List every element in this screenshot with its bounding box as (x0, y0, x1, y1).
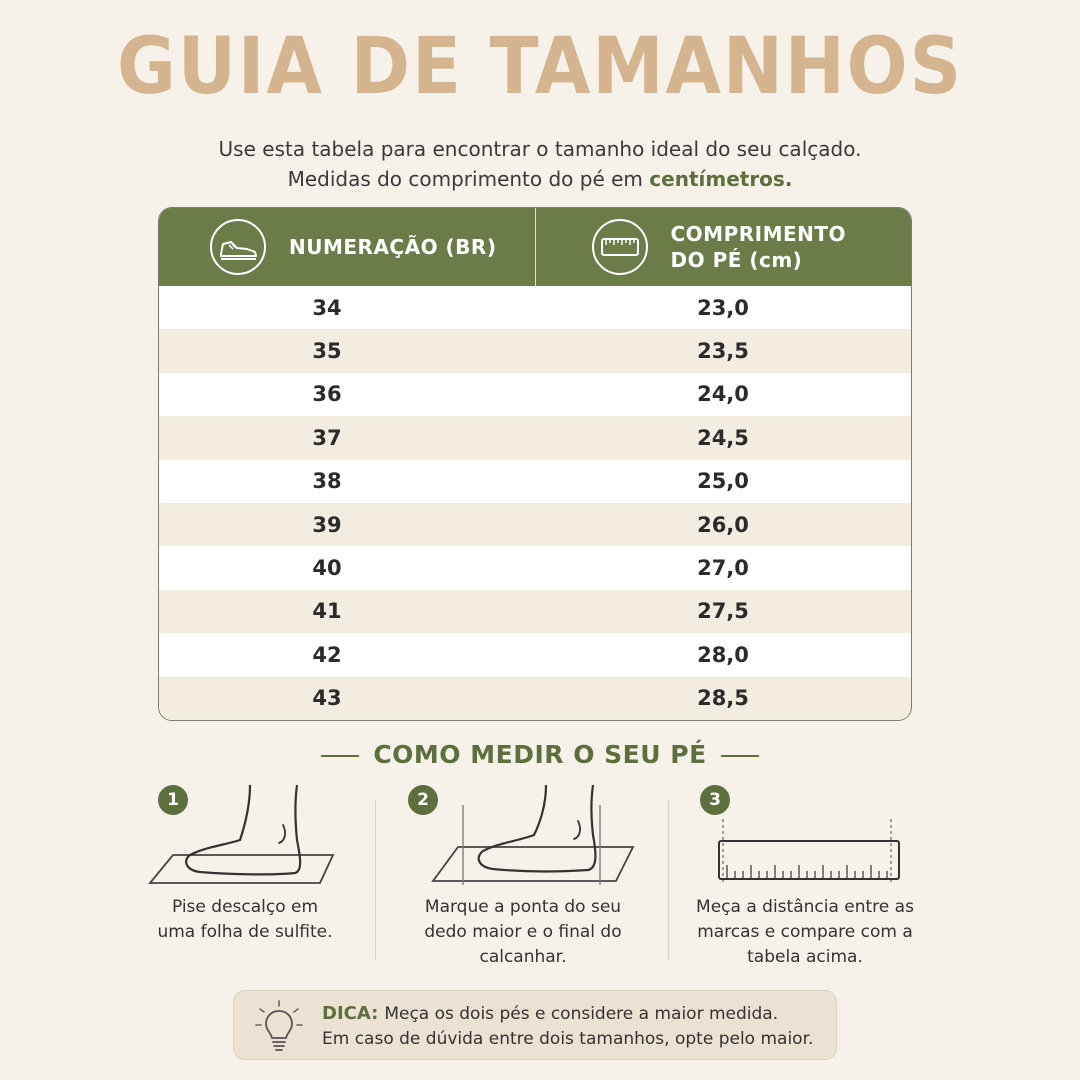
step-number-badge: 1 (158, 785, 188, 815)
page-title: GUIA DE TAMANHOS (116, 22, 964, 112)
table-row: 36 24,0 (159, 372, 911, 417)
step-caption-line1: Marque a ponta do seu (424, 897, 622, 917)
step-number-badge: 3 (700, 785, 730, 815)
table-row: 34 23,0 (159, 286, 911, 330)
size-cell: 37 (312, 425, 342, 450)
step-caption-line2: dedo maior e o final do (424, 922, 622, 942)
title-dash-right (720, 755, 759, 757)
tip-box: DICA: Meça os dois pés e considere a maio… (233, 990, 837, 1060)
step-caption: Meça a distância entre as marcas e compa… (660, 895, 950, 970)
step-caption-line2: uma folha de sulfite. (157, 922, 333, 942)
page-subtitle: Use esta tabela para encontrar o tamanho… (0, 134, 1080, 194)
step-caption-line3: tabela acima. (747, 947, 863, 967)
how-to-title: COMO MEDIR O SEU PÉ (0, 740, 1080, 769)
size-cell: 36 (312, 382, 342, 407)
lightbulb-icon (255, 1000, 303, 1051)
step-separator (375, 800, 376, 960)
length-cell: 23,5 (697, 339, 749, 364)
step-3: 3 Meça a distância entre as marcas e com… (660, 785, 950, 985)
ruler-icon (718, 819, 900, 885)
table-row: 41 27,5 (159, 589, 911, 634)
length-cell: 28,5 (697, 686, 749, 711)
header-size-label: NUMERAÇÃO (BR) (289, 235, 497, 259)
size-table: NUMERAÇÃO (BR) COMPRIMENTO DO PÉ (cm) 34… (158, 207, 912, 721)
tip-label: DICA: (322, 1003, 379, 1024)
table-row: 39 26,0 (159, 502, 911, 547)
step-caption-line1: Meça a distância entre as (696, 897, 914, 917)
size-cell: 39 (312, 512, 342, 537)
table-row: 38 25,0 (159, 459, 911, 503)
step-separator (668, 800, 669, 960)
how-to-title-text: COMO MEDIR O SEU PÉ (373, 740, 707, 769)
length-cell: 25,0 (697, 469, 749, 494)
step-1: 1 Pise descalço em uma folha de sulfite. (100, 785, 390, 985)
size-table-body: 34 23,0 35 23,5 36 24,0 37 24,5 38 25,0 39 26,… (159, 286, 911, 720)
length-cell: 24,5 (697, 425, 749, 450)
table-row: 42 28,0 (159, 633, 911, 677)
size-cell: 38 (312, 469, 342, 494)
title-dash-left (321, 755, 360, 757)
step-caption-line1: Pise descalço em (171, 897, 319, 917)
header-length-line2: DO PÉ (cm) (670, 248, 803, 272)
length-cell: 24,0 (697, 382, 749, 407)
table-row: 43 28,5 (159, 676, 911, 720)
subtitle-line2: Medidas do comprimento do pé em centímet… (0, 164, 1080, 194)
size-cell: 34 (312, 295, 342, 320)
subtitle-line1: Use esta tabela para encontrar o tamanho… (218, 137, 862, 161)
table-row: 35 23,5 (159, 329, 911, 373)
size-cell: 41 (312, 599, 342, 624)
step-caption: Marque a ponta do seu dedo maior e o fin… (378, 895, 668, 970)
tip-line1-text: Meça os dois pés e considere a maior med… (384, 1004, 779, 1024)
step-caption-line3: calcanhar. (479, 947, 567, 967)
step-2: 2 Marque a ponta do seu dedo maior e o f… (378, 785, 668, 985)
length-cell: 26,0 (697, 512, 749, 537)
foot-marked-icon (431, 785, 635, 885)
size-cell: 43 (312, 686, 342, 711)
size-cell: 40 (312, 556, 342, 581)
ruler-icon (591, 219, 648, 275)
table-row: 40 27,0 (159, 546, 911, 590)
length-cell: 27,0 (697, 556, 749, 581)
subtitle-line2-prefix: Medidas do comprimento do pé em (287, 167, 643, 191)
tip-line1: DICA: Meça os dois pés e considere a maio… (322, 1003, 778, 1024)
tip-line2: Em caso de dúvida entre dois tamanhos, o… (322, 1029, 814, 1049)
size-cell: 35 (312, 339, 342, 364)
header-length-column: COMPRIMENTO DO PÉ (cm) (536, 208, 912, 286)
table-row: 37 24,5 (159, 416, 911, 460)
foot-on-paper-icon (148, 785, 335, 884)
header-length-line1: COMPRIMENTO (670, 222, 847, 246)
subtitle-line2-unit: centímetros. (649, 167, 793, 191)
sneaker-icon (210, 219, 266, 275)
step-caption: Pise descalço em uma folha de sulfite. (100, 895, 390, 945)
header-length-label: COMPRIMENTO DO PÉ (cm) (671, 221, 847, 273)
length-cell: 27,5 (697, 599, 749, 624)
size-table-header: NUMERAÇÃO (BR) COMPRIMENTO DO PÉ (cm) (159, 208, 911, 286)
size-cell: 42 (312, 642, 342, 667)
step-number-badge: 2 (408, 785, 438, 815)
step-caption-line2: marcas e compare com a (697, 922, 913, 942)
header-size-column: NUMERAÇÃO (BR) (159, 208, 536, 286)
length-cell: 28,0 (697, 642, 749, 667)
length-cell: 23,0 (697, 295, 749, 320)
